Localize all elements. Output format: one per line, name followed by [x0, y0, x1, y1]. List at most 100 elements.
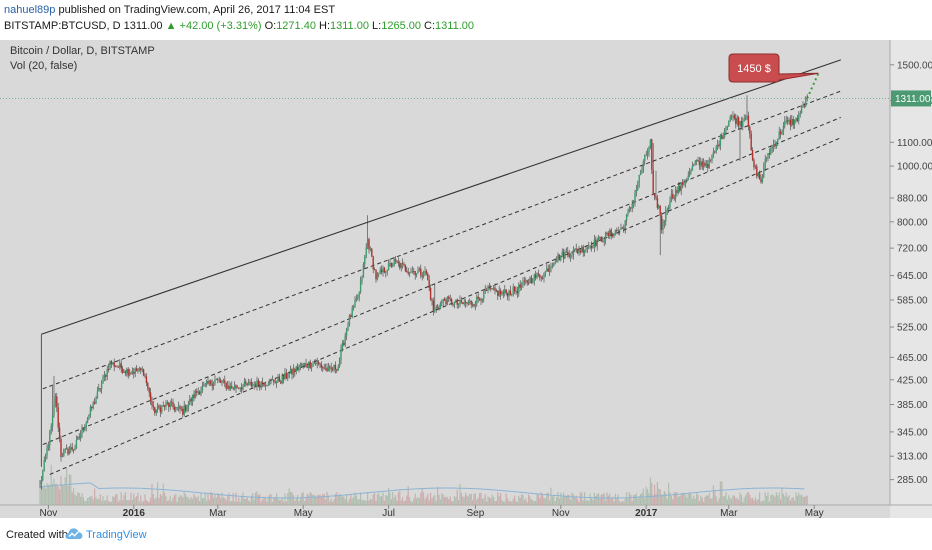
candle-body — [660, 215, 663, 230]
price-chart[interactable]: 1500.001300.001100.001000.00880.00800.00… — [0, 40, 932, 519]
candle — [792, 115, 794, 129]
volume-bar — [91, 496, 93, 505]
candle — [677, 182, 680, 195]
candle — [351, 305, 353, 319]
volume-bar — [246, 497, 248, 505]
candle — [364, 254, 366, 269]
volume-bar — [119, 500, 121, 505]
candle — [252, 382, 254, 388]
volume-bar — [613, 501, 615, 505]
candle — [249, 379, 251, 386]
candle — [84, 424, 86, 432]
volume-bar — [308, 495, 310, 505]
candle-body — [466, 303, 468, 304]
volume-bar — [229, 501, 231, 505]
candle-body — [191, 394, 194, 402]
candle — [476, 294, 478, 307]
tradingview-brand[interactable]: TradingView — [86, 529, 147, 541]
candle-body — [42, 470, 44, 481]
volume-bar — [361, 499, 363, 505]
candle — [616, 227, 618, 235]
volume-bar — [554, 501, 556, 505]
candle — [436, 304, 439, 309]
candle-body — [323, 367, 325, 369]
volume-bar — [743, 497, 745, 505]
x-tick-label: 2017 — [635, 508, 658, 518]
volume-bar — [208, 499, 210, 505]
volume-bar — [350, 494, 352, 505]
candle — [532, 278, 534, 284]
candle-body — [219, 380, 222, 383]
candle — [57, 402, 59, 433]
candle-body — [596, 241, 598, 246]
volume-bar — [452, 501, 454, 505]
volume-bar — [579, 492, 581, 505]
y-axis: 1500.001300.001100.001000.00880.00800.00… — [890, 60, 932, 486]
volume-bars — [39, 464, 808, 505]
candle-body — [158, 405, 160, 408]
symbol-label: BITSTAMP:BTCUSD, D — [4, 20, 121, 32]
candle-body — [490, 288, 492, 290]
volume-bar — [771, 494, 773, 505]
volume-bar — [551, 496, 553, 505]
candle — [781, 129, 783, 136]
volume-bar — [785, 492, 787, 505]
candle — [39, 480, 41, 488]
candle-body — [445, 300, 447, 305]
candle — [229, 382, 232, 392]
candle — [315, 359, 317, 366]
author-link[interactable]: nahuel89p — [4, 4, 56, 16]
volume-bar — [656, 482, 658, 505]
volume-bar — [255, 492, 257, 505]
price-callout: 1450 $ — [728, 53, 819, 83]
y-tick-label: 465.00 — [897, 353, 928, 364]
candle — [347, 321, 349, 332]
candle-body — [193, 394, 195, 399]
candle-body — [506, 293, 509, 297]
candle — [509, 285, 512, 296]
candle-body — [400, 263, 402, 269]
volume-bar — [595, 495, 597, 505]
candle — [264, 381, 267, 391]
x-axis: Nov 2016 Mar May Jul Sep Nov 2017 Mar May — [40, 505, 824, 519]
candle-body — [687, 175, 689, 180]
volume-bar — [473, 493, 475, 505]
candle-body — [676, 190, 678, 193]
candle — [40, 475, 43, 490]
candle-body — [401, 263, 404, 265]
candle — [744, 114, 747, 121]
candle-body — [355, 298, 358, 301]
candle-body — [368, 239, 370, 250]
candle-body — [369, 248, 372, 250]
candle — [301, 362, 303, 367]
candle-body — [436, 307, 439, 309]
candle — [285, 368, 288, 380]
candle-body — [609, 229, 611, 236]
volume-bar — [493, 496, 495, 505]
candle-body — [505, 289, 507, 294]
candle-body — [281, 375, 283, 384]
candle-body — [478, 298, 481, 300]
candle-body — [595, 239, 597, 246]
candle-body — [312, 363, 314, 367]
chart-container[interactable]: 1500.001300.001100.001000.00880.00800.00… — [0, 40, 932, 519]
candle-body — [760, 179, 762, 183]
volume-bar — [556, 496, 558, 505]
x-tick-label: Nov — [552, 508, 570, 518]
candle — [380, 265, 383, 275]
volume-bar — [66, 467, 68, 505]
candle-body — [200, 390, 202, 395]
candle-body — [691, 165, 694, 171]
candle-body — [247, 382, 250, 386]
candle — [46, 443, 48, 460]
candle-body — [168, 402, 170, 408]
candle-body — [233, 385, 236, 389]
candle — [459, 295, 461, 308]
candle-body — [420, 268, 422, 276]
candle-body — [555, 259, 558, 263]
candle — [660, 212, 663, 234]
candle-body — [232, 387, 234, 389]
volume-bar — [526, 501, 528, 505]
candle-body — [743, 118, 745, 122]
volume-bar — [759, 492, 761, 505]
